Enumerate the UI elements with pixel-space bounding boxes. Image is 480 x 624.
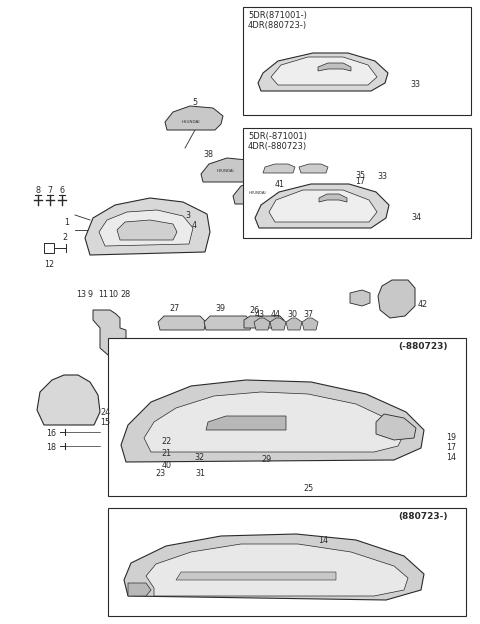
Text: 38: 38 — [203, 150, 213, 159]
Polygon shape — [146, 544, 408, 596]
Text: 15: 15 — [100, 418, 110, 427]
Text: 33: 33 — [410, 80, 420, 89]
Text: 8: 8 — [36, 186, 40, 195]
Bar — [108, 338, 466, 496]
Text: 42: 42 — [418, 300, 428, 309]
Text: 2: 2 — [62, 233, 68, 242]
Polygon shape — [286, 318, 302, 330]
Polygon shape — [255, 184, 389, 228]
Text: 41: 41 — [275, 180, 285, 189]
Text: HYUNDAI: HYUNDAI — [248, 191, 266, 195]
Polygon shape — [124, 534, 424, 600]
Text: 14: 14 — [318, 536, 328, 545]
Polygon shape — [376, 414, 416, 440]
Polygon shape — [121, 380, 424, 462]
Text: 13: 13 — [76, 290, 86, 299]
Text: 44: 44 — [271, 310, 281, 319]
Text: 30: 30 — [287, 310, 297, 319]
Text: 27: 27 — [169, 304, 179, 313]
Text: 3: 3 — [185, 211, 190, 220]
Text: HYUNDAI: HYUNDAI — [216, 169, 234, 173]
Polygon shape — [318, 63, 351, 71]
Text: 4: 4 — [192, 221, 197, 230]
Polygon shape — [128, 583, 151, 596]
Polygon shape — [117, 220, 177, 240]
Polygon shape — [206, 416, 286, 430]
Polygon shape — [85, 198, 210, 255]
Text: 31: 31 — [195, 469, 205, 479]
Polygon shape — [258, 53, 388, 91]
Polygon shape — [254, 318, 270, 330]
Text: 22: 22 — [162, 437, 172, 447]
Text: 32: 32 — [195, 454, 205, 462]
Polygon shape — [244, 316, 284, 328]
Polygon shape — [144, 392, 404, 452]
Text: 35: 35 — [355, 171, 365, 180]
Polygon shape — [378, 280, 415, 318]
Text: HYUNDAI: HYUNDAI — [182, 120, 200, 124]
Text: 39: 39 — [215, 304, 225, 313]
Polygon shape — [302, 318, 318, 330]
Polygon shape — [185, 436, 210, 448]
Text: 23: 23 — [155, 469, 165, 479]
Polygon shape — [99, 210, 193, 246]
Text: (880723-): (880723-) — [398, 512, 447, 521]
Polygon shape — [204, 316, 252, 330]
Text: 34: 34 — [411, 213, 421, 222]
Text: 6: 6 — [60, 186, 64, 195]
Polygon shape — [201, 158, 255, 182]
Polygon shape — [158, 316, 206, 330]
Text: 1: 1 — [64, 218, 70, 227]
Text: 33: 33 — [377, 172, 387, 181]
Text: 5DR(-871001)
4DR(-880723): 5DR(-871001) 4DR(-880723) — [248, 132, 307, 152]
Bar — [243, 128, 471, 238]
Text: 28: 28 — [120, 290, 130, 299]
Text: 12: 12 — [44, 260, 54, 269]
Text: 19: 19 — [446, 433, 456, 442]
Polygon shape — [319, 194, 347, 202]
Text: 5DR(871001-)
4DR(880723-): 5DR(871001-) 4DR(880723-) — [248, 11, 307, 31]
Text: 29: 29 — [262, 455, 272, 464]
Polygon shape — [210, 468, 231, 478]
Polygon shape — [210, 452, 231, 462]
Polygon shape — [93, 310, 126, 355]
Text: 14: 14 — [446, 453, 456, 462]
Bar — [243, 7, 471, 115]
Polygon shape — [310, 468, 338, 488]
Polygon shape — [176, 572, 336, 580]
Text: 7: 7 — [48, 186, 53, 195]
Text: 9: 9 — [88, 290, 93, 299]
Polygon shape — [270, 318, 286, 330]
Polygon shape — [350, 290, 370, 306]
Bar — [108, 508, 466, 616]
Polygon shape — [304, 437, 335, 470]
Text: (-880723): (-880723) — [398, 342, 447, 351]
Text: 43: 43 — [255, 310, 265, 319]
Text: 18: 18 — [46, 444, 56, 452]
Text: 10: 10 — [108, 290, 118, 299]
Text: 37: 37 — [303, 310, 313, 319]
Polygon shape — [165, 106, 223, 130]
Text: 17: 17 — [446, 443, 456, 452]
Text: 17: 17 — [355, 177, 365, 186]
Text: 40: 40 — [162, 462, 172, 470]
Text: 16: 16 — [46, 429, 56, 439]
Polygon shape — [185, 448, 210, 460]
Text: 21: 21 — [162, 449, 172, 459]
Polygon shape — [185, 460, 210, 472]
Text: 11: 11 — [98, 290, 108, 299]
Text: 5: 5 — [192, 98, 198, 107]
Text: 24: 24 — [100, 408, 110, 417]
Text: 25: 25 — [303, 484, 313, 493]
Polygon shape — [271, 57, 377, 85]
Polygon shape — [263, 164, 295, 173]
Polygon shape — [269, 190, 377, 222]
Polygon shape — [299, 164, 328, 173]
Polygon shape — [233, 180, 287, 204]
Polygon shape — [37, 375, 100, 425]
Text: 26: 26 — [249, 306, 259, 315]
